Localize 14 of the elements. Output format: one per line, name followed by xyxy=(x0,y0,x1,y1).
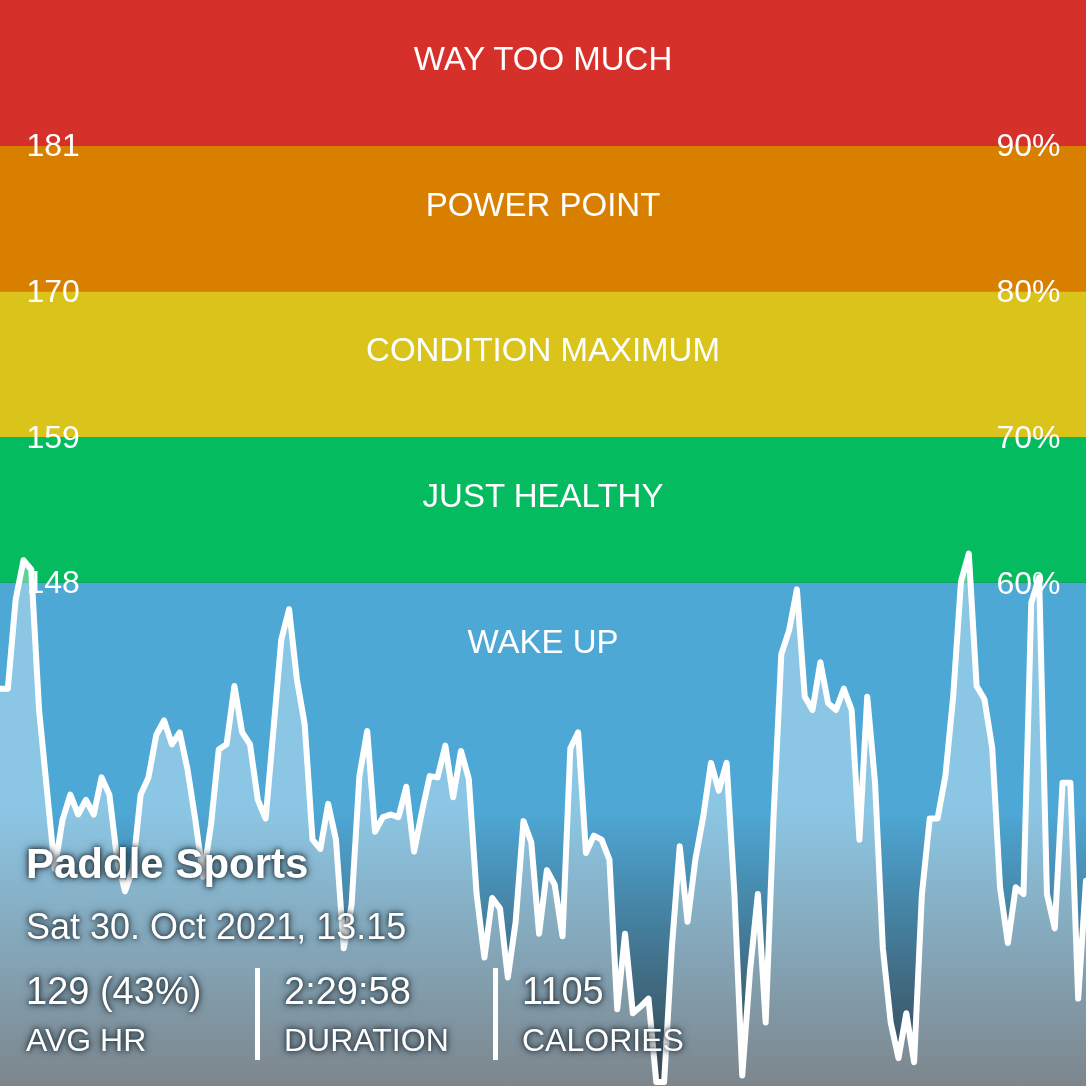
annotation: DURATION xyxy=(284,1022,449,1059)
band-label: JUST HEALTHY xyxy=(422,477,664,515)
annotation: AVG HR xyxy=(26,1022,147,1059)
band-label: POWER POINT xyxy=(425,185,661,223)
y2-tick-label: 80% xyxy=(996,273,1061,310)
y2-tick-label: 90% xyxy=(996,127,1061,164)
band-label: WAKE UP xyxy=(467,622,619,660)
y-tick-label: 170 xyxy=(26,272,80,309)
band-label: CONDITION MAXIMUM xyxy=(366,331,720,369)
annotation: 129 (43%) xyxy=(26,970,202,1013)
annotation: 1105 xyxy=(522,970,604,1013)
y-tick-label: 181 xyxy=(26,127,80,164)
band-label: WAY TOO MUCH xyxy=(413,40,673,77)
annotation: 2:29:58 xyxy=(284,970,411,1013)
